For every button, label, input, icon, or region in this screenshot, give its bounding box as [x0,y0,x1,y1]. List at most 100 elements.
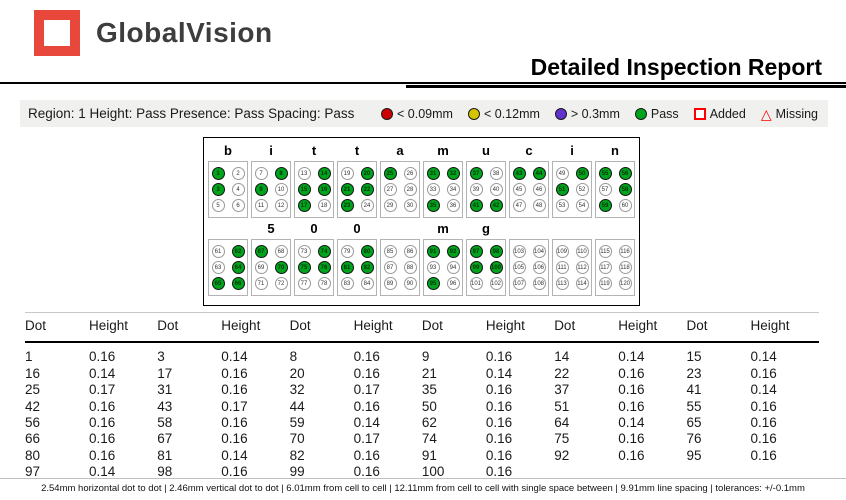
braille-dot-empty-85: 85 [383,245,397,258]
legend: < 0.09mm < 0.12mm > 0.3mm Pass Added △ Missing [381,107,818,121]
dot-number: 41 [686,382,702,398]
status-circle-icon [467,107,480,120]
legend-item: Pass [634,106,679,121]
col-header-height: Height [221,318,261,333]
braille-dot-pass-3: 3 [211,183,225,196]
table-row: 25 0.17 31 0.16 32 0.17 35 0.16 37 0.16 41 0.14 [25,382,819,398]
dot-height: 0.14 [618,349,645,365]
braille-cell: 19 20 21 22 23 24 [337,161,377,218]
braille-cell-group: 5 67 68 69 70 71 72 [251,218,291,296]
dot-height: 0.16 [89,349,116,365]
status-circle-icon [554,107,567,120]
col-header-dot: Dot [421,318,443,333]
brand-header: GlobalVision [34,10,273,56]
braille-dot-empty-54: 54 [575,199,589,212]
table-body: 1 0.16 3 0.14 8 0.16 9 0.16 14 0.14 15 0.14 16 0.14 17… [25,343,819,480]
dot-height-table: Dot Height Dot Height Dot Height Dot Height Dot H… [25,312,819,481]
braille-cell-group: 61 62 63 64 65 66 [208,218,248,296]
region-status-text: Region: 1 Height: Pass Presence: Pass Sp… [28,106,355,121]
braille-dot-empty-113: 113 [555,277,569,290]
braille-dot-empty-105: 105 [512,261,526,274]
braille-dot-empty-30: 30 [403,199,417,212]
braille-cell-group: a 25 26 27 28 29 30 [380,140,420,218]
dot-number: 64 [554,415,570,431]
col-header-dot: Dot [25,318,47,333]
braille-dot-empty-49: 49 [555,167,569,180]
braille-cell: 85 86 87 88 89 90 [380,239,420,296]
dot-height: 0.16 [750,447,777,463]
braille-dot-pass-65: 65 [211,277,225,290]
braille-cell: 13 14 15 16 17 18 [294,161,334,218]
braille-dot-pass-75: 75 [297,261,311,274]
braille-dot-pass-76: 76 [317,261,331,274]
braille-cell-group: t 13 14 15 16 17 18 [294,140,334,218]
braille-dot-empty-11: 11 [254,199,268,212]
braille-cell-label: i [570,143,574,158]
col-header-height: Height [485,318,525,333]
braille-dot-pass-95: 95 [426,277,440,290]
dot-height: 0.16 [750,398,777,414]
dot-height: 0.16 [353,349,380,365]
braille-cell: 49 50 51 52 53 54 [552,161,592,218]
braille-dot-empty-116: 116 [618,245,632,258]
braille-dot-pass-81: 81 [340,261,354,274]
dot-height: 0.16 [485,431,513,447]
dot-height: 0.16 [353,447,380,463]
braille-dot-empty-29: 29 [383,199,397,212]
braille-dot-empty-40: 40 [489,183,503,196]
legend-label: Missing [775,106,818,121]
added-square-icon [693,107,706,120]
missing-triangle-icon: △ [760,105,772,122]
table-row: 42 0.16 43 0.17 44 0.16 50 0.16 51 0.16 55 0.16 [25,399,819,415]
braille-dot-pass-37: 37 [469,167,483,180]
braille-dot-pass-35: 35 [426,199,440,212]
dot-height: 0.16 [89,431,116,447]
table-row: 16 0.14 17 0.16 20 0.16 21 0.14 22 0.16 23 0.16 [25,366,819,382]
braille-dot-empty-84: 84 [360,277,374,290]
dot-number: 67 [157,431,173,447]
braille-dot-empty-104: 104 [532,245,546,258]
dot-number: 65 [686,415,702,431]
braille-cell: 103 104 105 106 107 108 [509,239,549,296]
legend-label: Pass [650,106,679,121]
dot-height: 0.17 [353,382,380,398]
braille-dot-empty-52: 52 [575,183,589,196]
braille-dot-pass-8: 8 [274,167,288,180]
dot-number: 23 [686,365,702,381]
braille-dot-empty-5: 5 [211,199,225,212]
dot-height: 0.16 [221,415,248,431]
dot-number: 51 [554,398,570,414]
braille-cell: 37 38 39 40 41 42 [466,161,506,218]
dot-height: 0.14 [221,447,248,463]
braille-dot-pass-55: 55 [598,167,612,180]
braille-dot-pass-64: 64 [231,261,245,274]
braille-cell: 115 116 117 118 119 120 [595,239,635,296]
measurement-footnote: 2.54mm horizontal dot to dot | 2.46mm ve… [0,478,846,494]
legend-label: Added [709,106,746,121]
table-row: 80 0.16 81 0.14 82 0.16 91 0.16 92 0.16 95 0.16 [25,448,819,464]
dot-height: 0.14 [353,415,380,431]
braille-dot-empty-36: 36 [446,199,460,212]
braille-dot-empty-89: 89 [383,277,397,290]
braille-dot-pass-66: 66 [231,277,245,290]
braille-cell-group: i 7 8 9 10 11 12 [251,140,291,218]
dot-height: 0.16 [353,365,380,381]
braille-dot-empty-96: 96 [446,277,460,290]
dot-number: 8 [289,349,298,365]
braille-dot-empty-45: 45 [512,183,526,196]
braille-dot-empty-46: 46 [532,183,546,196]
braille-dot-empty-34: 34 [446,183,460,196]
braille-dot-empty-87: 87 [383,261,397,274]
dot-height: 0.14 [485,365,513,381]
table-header-row: Dot Height Dot Height Dot Height Dot Height Dot H… [25,312,819,344]
dot-number: 21 [421,365,437,381]
braille-dot-pass-17: 17 [297,199,311,212]
dot-number: 22 [554,365,570,381]
braille-dot-pass-44: 44 [532,167,546,180]
dot-number: 43 [157,398,173,414]
dot-number: 80 [25,447,41,463]
legend-item: △ Missing [761,107,818,121]
braille-dot-empty-107: 107 [512,277,526,290]
dot-number: 91 [421,447,437,463]
braille-cell-label: g [482,221,490,236]
